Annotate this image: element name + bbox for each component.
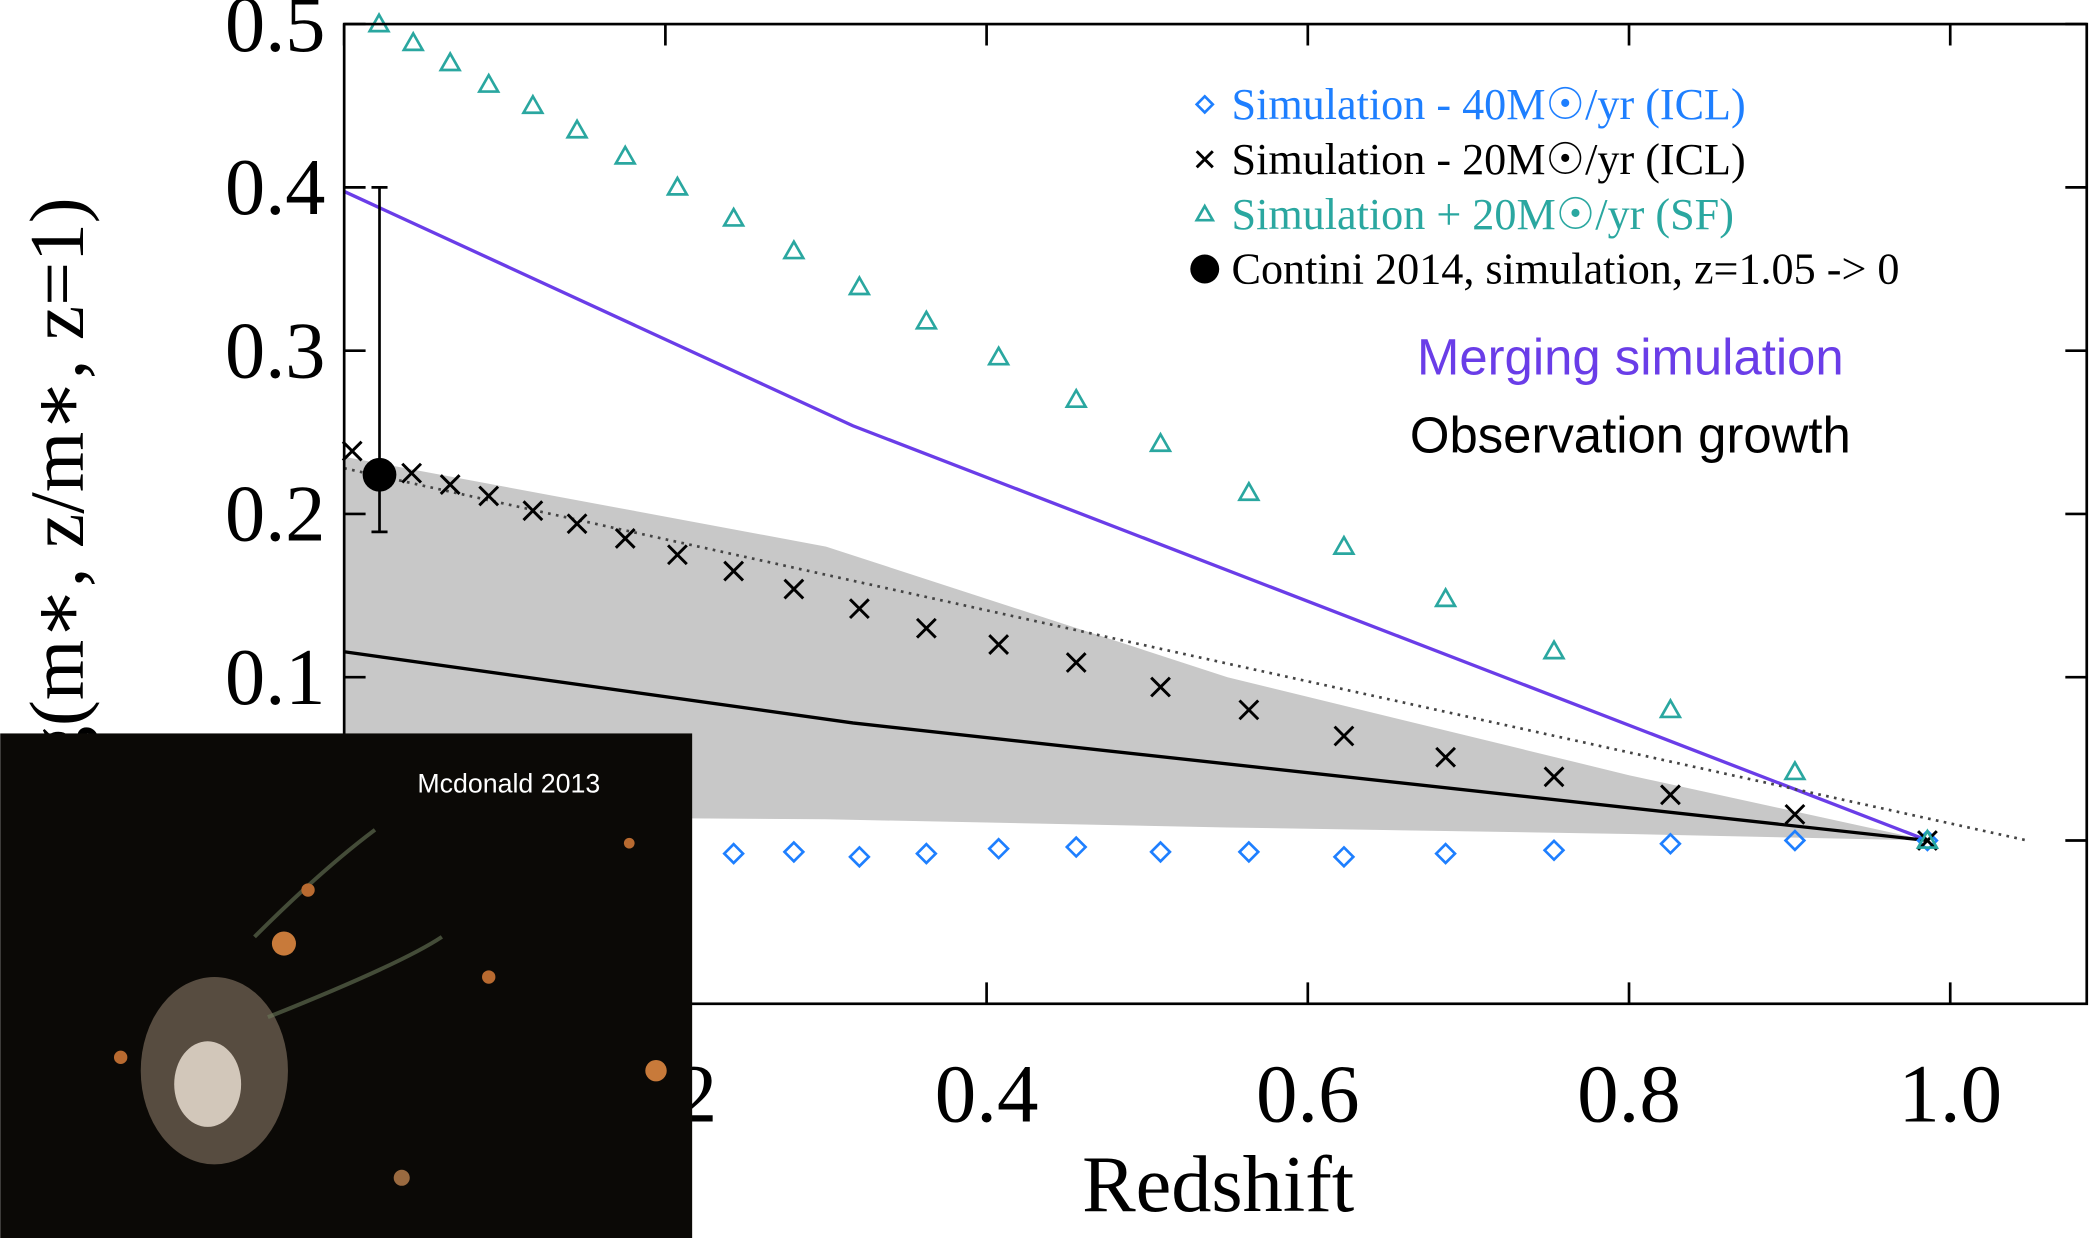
triangle-marker — [1658, 697, 1683, 719]
legend-marker — [1194, 203, 1216, 222]
triangle-marker — [1148, 431, 1173, 453]
diamond-marker — [1149, 840, 1172, 864]
y-axis-label: log(m∗, z/m∗, z=1) — [14, 197, 100, 825]
x-marker — [439, 474, 461, 495]
triangle-marker — [1783, 759, 1807, 781]
x-tick-label: 1.0 — [1898, 1048, 2002, 1140]
diamond-marker — [782, 840, 806, 864]
x-marker — [988, 634, 1010, 655]
triangle-marker — [665, 175, 690, 196]
triangle-marker — [721, 206, 746, 227]
x-marker — [566, 513, 588, 535]
y-tick-label: 0.1 — [225, 633, 325, 722]
star — [271, 931, 296, 956]
y-tick-label: 0.5 — [225, 0, 325, 69]
triangle-marker — [1915, 828, 1940, 849]
inset-photo: Mcdonald 2013 — [0, 733, 693, 1238]
x-marker — [783, 578, 805, 600]
triangle-marker — [477, 72, 501, 93]
x-marker — [522, 500, 544, 522]
x-marker — [1238, 699, 1260, 721]
diamond-marker — [987, 837, 1010, 860]
legend-marker — [1195, 150, 1214, 169]
star — [113, 1050, 128, 1065]
galaxy-core — [174, 1041, 242, 1127]
uncertainty-band — [344, 456, 1928, 841]
x-marker — [667, 544, 688, 566]
diamond-marker — [1434, 842, 1457, 865]
diamond-marker — [1332, 845, 1356, 869]
star — [482, 970, 496, 984]
x-marker — [401, 462, 423, 484]
triangle-marker — [847, 274, 872, 296]
photo-caption: Mcdonald 2013 — [417, 768, 600, 798]
x-marker — [1784, 803, 1806, 825]
star — [393, 1169, 410, 1186]
annotation: Observation growth — [1410, 406, 1851, 463]
x-marker — [614, 528, 636, 549]
annotation: Merging simulation — [1417, 329, 1844, 386]
diamond-marker — [722, 842, 745, 865]
x-tick-label: 0.4 — [935, 1048, 1039, 1140]
triangle-marker — [401, 30, 425, 52]
diamond-marker — [1542, 839, 1566, 862]
triangle-marker — [1332, 534, 1356, 555]
star — [645, 1059, 667, 1082]
y-tick-label: 0.3 — [225, 306, 325, 395]
diamond-marker — [1659, 832, 1682, 856]
galaxy-filament — [253, 828, 443, 1020]
x-marker — [1543, 766, 1565, 788]
x-marker — [915, 617, 937, 639]
x-marker — [848, 598, 870, 620]
legend-label: Contini 2014, simulation, z=1.05 -> 0 — [1232, 245, 1900, 294]
triangle-marker — [438, 50, 462, 72]
triangle-marker — [521, 93, 545, 115]
legend-label: Simulation + 20M☉/yr (SF) — [1232, 190, 1734, 239]
x-tick-label: 0.8 — [1577, 1048, 1681, 1140]
triangle-marker — [1542, 639, 1566, 660]
x-marker — [1333, 725, 1355, 747]
diamond-marker — [1237, 840, 1261, 864]
triangle-marker — [1237, 480, 1261, 502]
triangle-marker — [782, 238, 806, 260]
triangle-marker — [986, 345, 1011, 366]
y-tick-label: 0.4 — [225, 143, 325, 232]
star — [301, 883, 315, 897]
diamond-marker — [915, 842, 938, 865]
line — [343, 466, 2028, 842]
x-marker — [723, 560, 745, 582]
diamond-marker — [1783, 829, 1807, 852]
x-marker — [1660, 784, 1681, 806]
x-marker — [1065, 652, 1087, 673]
y-tick-label: 0.2 — [225, 470, 325, 559]
circle-marker — [362, 457, 397, 492]
line — [343, 650, 1928, 843]
star — [623, 837, 635, 849]
triangle-marker — [565, 118, 589, 139]
x-marker — [1435, 746, 1457, 768]
diamond-marker — [1916, 829, 1939, 852]
legend-label: Simulation - 40M☉/yr (ICL) — [1232, 80, 1746, 129]
x-axis-label: Redshift — [1082, 1140, 1354, 1229]
legend-marker — [1194, 94, 1215, 115]
x-tick-label: 0.6 — [1256, 1048, 1360, 1140]
x-marker — [341, 440, 363, 462]
diamond-marker — [848, 845, 871, 869]
legend-label: Simulation - 20M☉/yr (ICL) — [1232, 135, 1746, 184]
legend-marker — [1190, 254, 1220, 284]
triangle-marker — [1064, 387, 1088, 409]
diamond-marker — [1064, 835, 1088, 859]
triangle-marker — [613, 144, 637, 165]
triangle-marker — [1433, 586, 1458, 608]
x-marker — [478, 485, 500, 507]
x-marker — [1150, 676, 1171, 698]
triangle-marker — [914, 309, 939, 330]
line — [343, 189, 1929, 843]
